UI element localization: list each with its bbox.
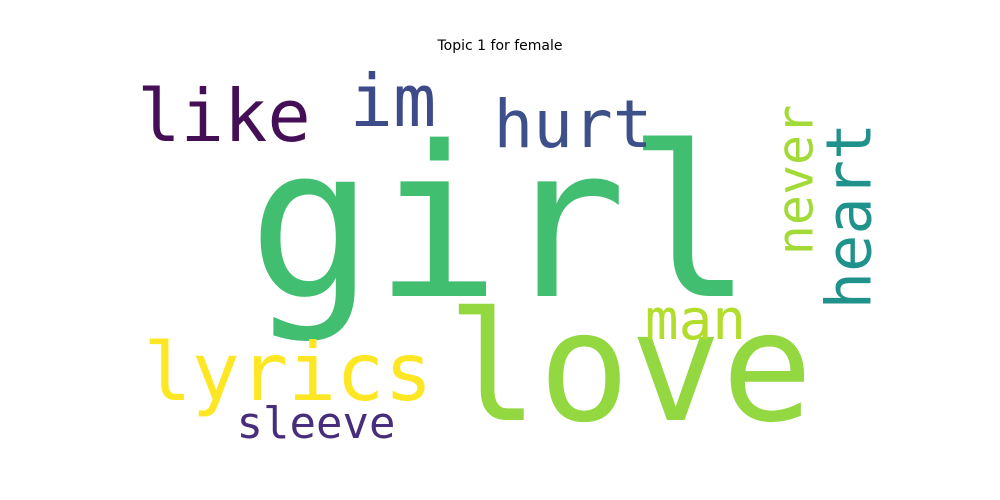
word-like: like [137, 74, 311, 158]
figure-title: Topic 1 for female [437, 38, 563, 54]
word-hurt: hurt [493, 86, 653, 163]
word-lyrics: lyrics [143, 326, 433, 419]
word-love: love [446, 279, 814, 456]
word-girl: girl [248, 102, 753, 347]
word-im: im [349, 59, 437, 143]
word-heart: heart [811, 122, 885, 310]
word-man: man [644, 288, 747, 353]
word-sleeve: sleeve [236, 398, 396, 449]
